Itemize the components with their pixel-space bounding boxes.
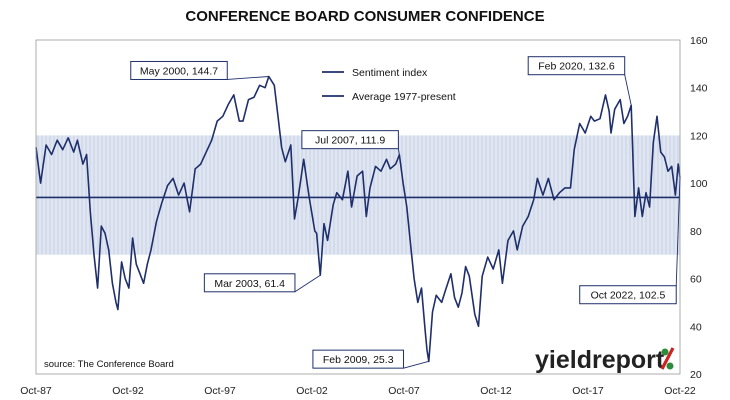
annotation-box: [301, 130, 399, 150]
x-tick-label: Oct-22: [664, 385, 696, 397]
yieldreport-logo: yieldreport: [535, 346, 675, 374]
y-tick-label: 20: [690, 369, 702, 381]
source-note: source: The Conference Board: [44, 359, 174, 370]
shaded-band-layer: [36, 135, 680, 255]
y-tick-label: 100: [690, 178, 708, 190]
chart-title: CONFERENCE BOARD CONSUMER CONFIDENCE: [185, 8, 545, 25]
y-axis: 20 40 60 80 100 120 140 160: [690, 35, 708, 381]
annotation-leader-line: [403, 360, 429, 369]
x-tick-label: Oct-97: [204, 385, 236, 397]
y-tick-label: 120: [690, 130, 708, 142]
sentiment-index-line: [35, 75, 681, 363]
x-tick-label: Oct-12: [480, 385, 512, 397]
annotation-box: [130, 60, 228, 80]
plot-area-border: [35, 39, 681, 375]
y-tick-label: 160: [690, 35, 708, 47]
x-tick-label: Oct-17: [572, 385, 604, 397]
x-tick-label: Oct-07: [388, 385, 420, 397]
annotation-leader-line: [624, 74, 632, 106]
annotation: Feb 2009, 25.3: [312, 349, 429, 369]
y-tick-label: 140: [690, 83, 708, 95]
annotation-box: [579, 285, 677, 305]
annotation-leader-line: [397, 148, 400, 155]
annotation-leader-line: [675, 177, 681, 286]
annotations: May 2000, 144.7 Jul 2007, 111.9 Feb 2020, …: [130, 56, 681, 369]
y-tick-label: 40: [690, 321, 702, 333]
annotation-label: Feb 2009, 25.3: [323, 354, 394, 366]
annotation: Oct 2022, 102.5: [579, 177, 681, 305]
annotation-box: [312, 349, 405, 369]
annotation: May 2000, 144.7: [130, 60, 269, 80]
x-tick-label: Oct-92: [112, 385, 144, 397]
annotation-label: Mar 2003, 61.4: [214, 278, 285, 290]
legend-label: Average 1977-present: [352, 91, 456, 103]
annotation-box: [203, 273, 296, 293]
series-layer: [35, 75, 681, 363]
logo-text: yieldreport: [535, 346, 665, 374]
legend: Sentiment index Average 1977-present: [322, 67, 456, 103]
band-hatch: [37, 135, 679, 255]
y-tick-label: 80: [690, 226, 702, 238]
legend-label: Sentiment index: [352, 67, 428, 79]
annotation-box: [527, 56, 626, 76]
annotation-label: Feb 2020, 132.6: [538, 61, 615, 73]
annotation-label: May 2000, 144.7: [140, 65, 218, 77]
y-tick-label: 60: [690, 274, 702, 286]
annotation-leader-line: [294, 274, 321, 293]
annotation: Jul 2007, 111.9: [301, 130, 400, 155]
annotation: Feb 2020, 132.6: [527, 56, 632, 106]
annotation-leader-line: [227, 76, 269, 80]
annotation-label: Oct 2022, 102.5: [591, 290, 666, 302]
x-axis: Oct-87 Oct-92 Oct-97 Oct-02 Oct-07 Oct-12 Oct-…: [20, 385, 696, 397]
x-tick-label: Oct-87: [20, 385, 52, 397]
annotation: Mar 2003, 61.4: [203, 273, 321, 293]
x-tick-label: Oct-02: [296, 385, 328, 397]
percent-logo-icon: [660, 347, 675, 370]
annotation-label: Jul 2007, 111.9: [315, 135, 385, 147]
